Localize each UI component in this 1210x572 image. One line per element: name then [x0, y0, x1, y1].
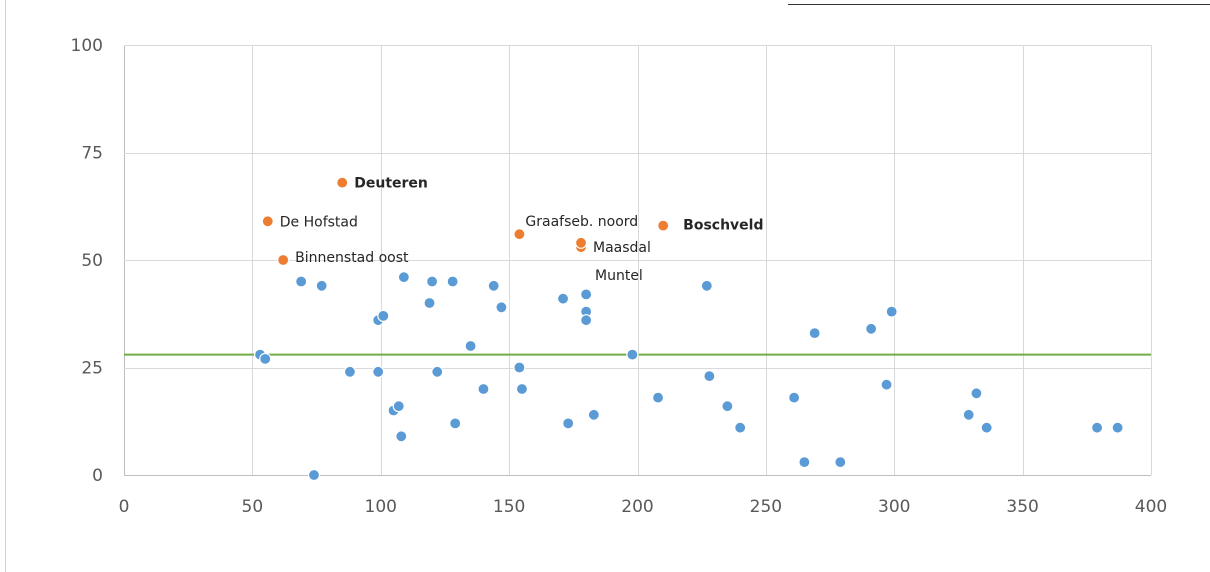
- data-point: [834, 456, 847, 469]
- highlight-point: [261, 215, 274, 228]
- data-point: [395, 430, 408, 443]
- x-tick-label: 0: [119, 497, 130, 517]
- point-label: Muntel: [595, 268, 643, 284]
- data-point: [392, 400, 405, 413]
- tick-labels: 0 50 100 150 200 250 300 350 400 0 25 50 75 100: [71, 36, 1168, 517]
- data-point: [562, 417, 575, 430]
- data-point: [431, 365, 444, 378]
- data-point: [880, 378, 893, 391]
- x-tick-label: 300: [878, 497, 910, 517]
- data-point: [788, 391, 801, 404]
- data-point: [626, 348, 639, 361]
- data-point: [426, 275, 439, 288]
- data-point: [865, 322, 878, 335]
- data-point: [885, 305, 898, 318]
- data-points: [253, 176, 1124, 482]
- x-tick-label: 200: [621, 497, 653, 517]
- data-point: [970, 387, 983, 400]
- data-point: [464, 339, 477, 353]
- highlight-point: [277, 253, 290, 267]
- y-tick-label: 25: [81, 359, 103, 379]
- data-point: [343, 365, 357, 378]
- data-point: [315, 279, 328, 292]
- x-tick-label: 250: [750, 497, 782, 517]
- gridlines: [124, 45, 1152, 476]
- data-point: [734, 421, 747, 434]
- data-point: [808, 327, 821, 340]
- data-point: [397, 271, 410, 284]
- data-point: [515, 382, 529, 396]
- data-point: [1090, 421, 1104, 434]
- data-point: [487, 279, 500, 292]
- data-point: [307, 468, 321, 482]
- data-point: [372, 365, 385, 378]
- point-label: Deuteren: [354, 176, 428, 192]
- x-tick-label: 100: [365, 497, 397, 517]
- point-label: Graafseb. noord: [525, 214, 638, 230]
- data-point: [1111, 421, 1124, 434]
- data-point: [651, 391, 665, 404]
- highlight-point: [574, 236, 588, 249]
- y-tick-label: 0: [92, 466, 103, 486]
- data-point: [423, 296, 436, 310]
- data-point: [980, 421, 993, 434]
- data-point: [449, 417, 462, 430]
- data-point: [477, 382, 490, 396]
- data-point: [377, 309, 390, 322]
- data-point: [703, 370, 716, 383]
- x-tick-label: 50: [242, 497, 264, 517]
- data-point: [700, 279, 713, 292]
- y-tick-label: 50: [81, 251, 103, 271]
- data-point: [721, 400, 734, 413]
- data-point: [580, 314, 593, 327]
- point-label: De Hofstad: [280, 214, 358, 230]
- data-point: [295, 275, 308, 288]
- data-point: [446, 275, 459, 288]
- x-tick-label: 400: [1135, 497, 1167, 517]
- data-point: [587, 408, 600, 421]
- data-point: [580, 288, 593, 301]
- point-label: Maasdal: [593, 240, 651, 256]
- data-point: [962, 408, 975, 421]
- data-point: [495, 301, 508, 314]
- highlight-point: [336, 176, 349, 189]
- data-point: [798, 456, 811, 469]
- data-point: [513, 361, 526, 374]
- y-tick-label: 100: [71, 36, 103, 56]
- highlight-point: [513, 228, 526, 241]
- y-tick-label: 75: [81, 144, 103, 164]
- point-labels: Deuteren De Hofstad Binnenstad oost Graafse…: [280, 176, 764, 284]
- x-tick-label: 350: [1006, 497, 1038, 517]
- highlight-point: [657, 219, 670, 232]
- point-label: Boschveld: [683, 218, 763, 234]
- x-tick-label: 150: [493, 497, 525, 517]
- point-label: Binnenstad oost: [295, 250, 409, 266]
- data-point: [259, 352, 272, 365]
- data-point: [556, 292, 570, 305]
